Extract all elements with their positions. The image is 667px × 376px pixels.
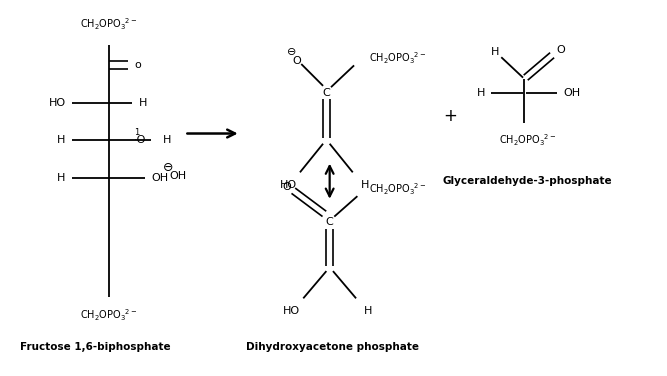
Text: O: O (282, 182, 291, 192)
Text: CH$_2$OPO$_3$$^{2-}$: CH$_2$OPO$_3$$^{2-}$ (499, 132, 556, 148)
Text: O: O (292, 56, 301, 66)
Text: Glyceraldehyde-3-phosphate: Glyceraldehyde-3-phosphate (443, 176, 612, 186)
Text: O: O (556, 45, 565, 55)
Text: H: H (57, 173, 65, 183)
Text: H: H (139, 98, 147, 108)
Text: CH$_2$OPO$_3$$^{2-}$: CH$_2$OPO$_3$$^{2-}$ (80, 308, 137, 323)
Text: HO: HO (279, 180, 297, 190)
Text: ·O: ·O (133, 135, 146, 145)
Text: ⊖: ⊖ (287, 47, 297, 57)
Text: H: H (163, 135, 171, 145)
Text: C: C (325, 217, 334, 227)
Text: CH$_2$OPO$_3$$^{2-}$: CH$_2$OPO$_3$$^{2-}$ (370, 51, 427, 67)
Text: H: H (360, 180, 369, 190)
Text: Dihydroxyacetone phosphate: Dihydroxyacetone phosphate (247, 342, 420, 352)
Text: HO: HO (49, 98, 65, 108)
Text: ⊖: ⊖ (163, 161, 173, 174)
Text: H: H (490, 47, 499, 57)
Text: OH: OH (151, 173, 169, 183)
Text: H: H (364, 306, 372, 315)
Text: 1: 1 (133, 128, 139, 137)
Text: H: H (57, 135, 65, 145)
Text: Fructose 1,6-biphosphate: Fructose 1,6-biphosphate (20, 342, 171, 352)
Text: CH$_2$OPO$_3$$^{2-}$: CH$_2$OPO$_3$$^{2-}$ (370, 182, 427, 197)
Text: H: H (478, 88, 486, 98)
Text: o: o (135, 61, 141, 70)
Text: OH: OH (564, 88, 580, 98)
Text: C: C (322, 88, 330, 98)
Text: OH: OH (169, 171, 186, 182)
Text: CH$_2$OPO$_3$$^{2-}$: CH$_2$OPO$_3$$^{2-}$ (80, 17, 137, 32)
Text: +: + (443, 108, 457, 126)
Text: HO: HO (283, 306, 300, 315)
